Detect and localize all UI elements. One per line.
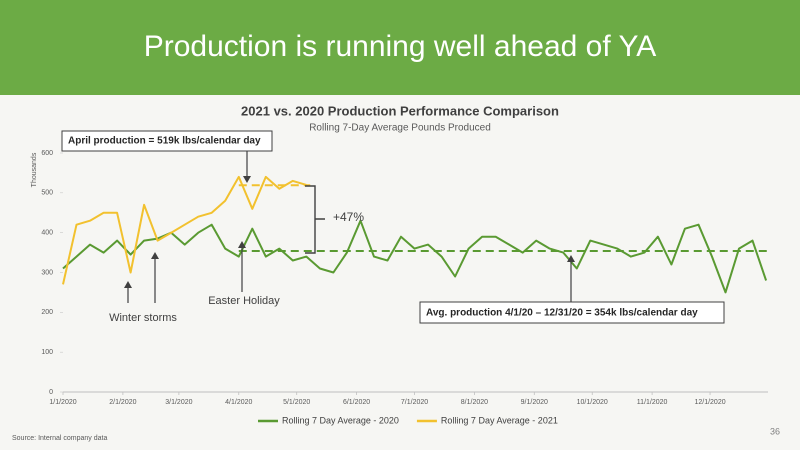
x-tick-label: 5/1/2020 xyxy=(283,399,310,406)
y-tick-label: 200 xyxy=(41,309,53,316)
header-band xyxy=(0,0,800,95)
x-tick-label: 7/1/2020 xyxy=(401,399,428,406)
y-tick-label: 0 xyxy=(49,389,53,396)
arrow-head xyxy=(124,281,132,288)
chart-subtitle: Rolling 7-Day Average Pounds Produced xyxy=(309,123,491,134)
slide-title: Production is running well ahead of YA xyxy=(144,30,657,63)
x-tick-label: 2/1/2020 xyxy=(109,399,136,406)
y-tick-label: 400 xyxy=(41,230,53,237)
annotation: Avg. production 4/1/20 – 12/31/20 = 354k… xyxy=(426,308,698,319)
y-tick-label: 300 xyxy=(41,269,53,276)
series-line xyxy=(62,175,307,285)
series-line xyxy=(62,219,768,294)
chart-title: 2021 vs. 2020 Production Performance Com… xyxy=(241,103,559,118)
annotation-box xyxy=(61,130,273,152)
x-tick-label: 11/1/2020 xyxy=(637,399,668,406)
arrow-head xyxy=(238,241,246,248)
x-tick-label: 8/1/2020 xyxy=(461,399,488,406)
x-tick-label: 6/1/2020 xyxy=(343,399,370,406)
annotation: Easter Holiday xyxy=(208,295,280,307)
source-note: Source: Internal company data xyxy=(12,435,107,442)
y-axis-label: Thousands xyxy=(31,152,38,187)
legend-label: Rolling 7 Day Average - 2020 xyxy=(282,415,399,425)
arrow-head xyxy=(151,252,159,259)
annotation: +47% xyxy=(333,210,364,224)
x-tick-label: 9/1/2020 xyxy=(521,399,548,406)
x-tick-label: 3/1/2020 xyxy=(165,399,192,406)
x-tick-label: 10/1/2020 xyxy=(577,399,608,406)
legend-label: Rolling 7 Day Average - 2021 xyxy=(441,415,558,425)
annotation: Winter storms xyxy=(109,312,177,324)
annotation: April production = 519k lbs/calendar day xyxy=(68,136,261,147)
arrow-head xyxy=(567,255,575,262)
x-tick-label: 1/1/2020 xyxy=(49,399,76,406)
arrow-head xyxy=(243,176,251,183)
y-tick-label: 500 xyxy=(41,190,53,197)
x-tick-label: 4/1/2020 xyxy=(225,399,252,406)
x-tick-label: 12/1/2020 xyxy=(694,399,725,406)
y-tick-label: 100 xyxy=(41,349,53,356)
annotation-box xyxy=(419,301,725,324)
y-tick-label: 600 xyxy=(41,150,53,157)
page-number: 36 xyxy=(770,426,780,436)
bracket xyxy=(305,185,325,254)
